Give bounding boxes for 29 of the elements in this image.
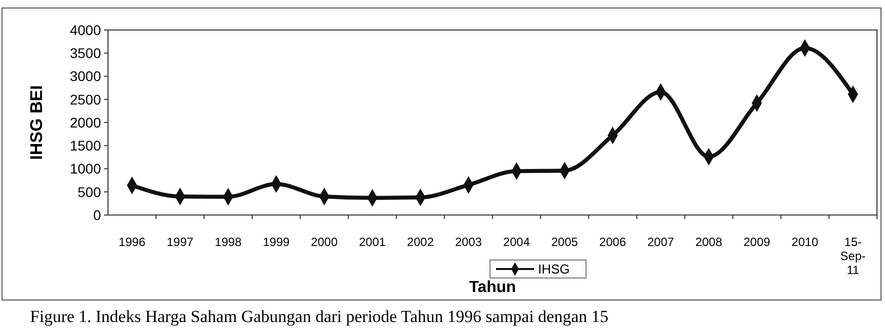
y-axis-title: IHSG BEI xyxy=(27,85,46,160)
x-tick-label: 2003 xyxy=(455,235,482,249)
y-tick-label: 0 xyxy=(93,206,102,223)
y-tick-label: 1500 xyxy=(70,138,102,154)
x-tick-label: 2008 xyxy=(695,235,722,249)
x-tick-label: 1999 xyxy=(262,235,290,249)
y-tick-label: 4000 xyxy=(70,22,102,38)
x-tick-label: 2005 xyxy=(551,235,578,249)
caption: Figure 1. Indeks Harga Saham Gabungan dari periode Tahun 1996 sampai dengan 15 xyxy=(30,307,608,326)
x-tick-label: 15-Sep-11 xyxy=(840,235,866,277)
y-tick-label: 2000 xyxy=(70,114,102,130)
x-tick-label: 2007 xyxy=(647,235,674,249)
legend-label: IHSG xyxy=(538,262,570,277)
x-tick-label: 2009 xyxy=(743,235,771,249)
x-tick-label: 2002 xyxy=(407,235,434,249)
x-axis-title: Tahun xyxy=(469,279,516,296)
y-tick-label: 3000 xyxy=(70,68,102,84)
x-tick-label: 2000 xyxy=(310,235,338,249)
x-tick-label: 1998 xyxy=(214,235,242,249)
y-tick-label: 500 xyxy=(78,184,102,200)
x-tick-label: 1996 xyxy=(118,235,146,249)
x-tick-label: 2001 xyxy=(358,235,386,249)
x-tick-label: 2004 xyxy=(503,235,530,249)
y-tick-label: 2500 xyxy=(70,91,102,108)
x-tick-label: 2010 xyxy=(792,235,819,249)
x-tick-label: 1997 xyxy=(166,235,194,249)
y-tick-label: 1000 xyxy=(70,160,102,177)
x-tick-label: 2006 xyxy=(599,235,626,249)
y-tick-label: 3500 xyxy=(70,45,102,62)
